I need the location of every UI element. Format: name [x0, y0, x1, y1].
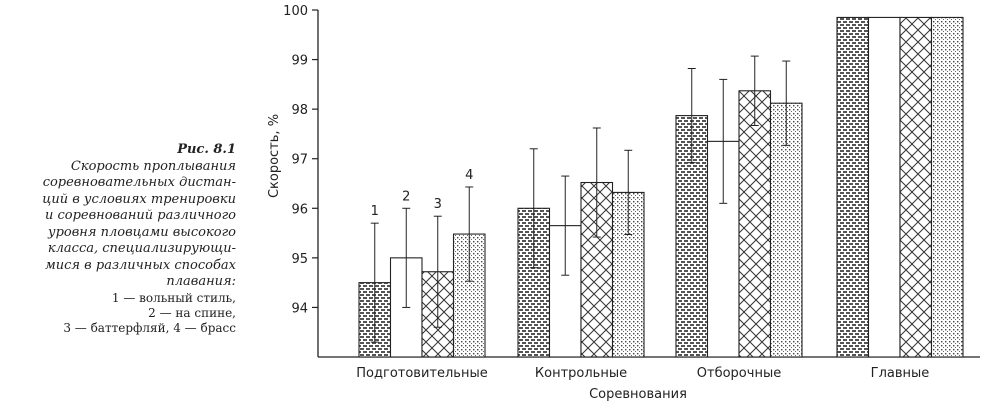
caption-line: класса, специализирующи- — [47, 241, 236, 256]
x-tick-label: Главные — [871, 366, 930, 381]
caption-line: мися в различных способах — [45, 257, 236, 273]
bar-number-label: 1 — [371, 204, 379, 219]
caption-text: Скорость проплывания соревновательных ди… — [0, 159, 236, 291]
caption-legend-line: 2 — на спине, — [148, 305, 236, 320]
bar — [930, 16, 964, 358]
x-tick-label: Отборочные — [697, 366, 781, 381]
y-tick-label: 94 — [291, 301, 308, 316]
caption-legend: 1 — вольный стиль, 2 — на спине, 3 — бат… — [0, 291, 236, 336]
bar-number-label: 2 — [402, 189, 410, 204]
bar-number-label: 4 — [465, 168, 473, 183]
caption-legend-line: 1 — вольный стиль, — [111, 290, 236, 305]
caption-line: Скорость проплывания — [70, 158, 236, 174]
y-axis-title: Скорость, % — [267, 114, 282, 198]
bar-number-label: 3 — [434, 197, 442, 212]
y-tick-label: 96 — [291, 202, 308, 217]
x-tick-label: Подготовительные — [356, 366, 487, 381]
caption-line: плавания: — [166, 274, 236, 289]
caption-line: и соревнований различного — [44, 208, 236, 223]
x-tick-label: Контрольные — [535, 366, 627, 381]
bar — [899, 16, 933, 358]
y-tick-label: 95 — [291, 252, 308, 267]
caption-line: уровня пловцами высокого — [48, 224, 236, 240]
caption-legend-line: 3 — баттерфляй, 4 — брасс — [63, 320, 236, 335]
bar — [738, 90, 772, 358]
bar — [867, 16, 901, 358]
figure-caption: Рис. 8.1 Скорость проплывания соревноват… — [0, 142, 236, 336]
x-axis-title: Соревнования — [589, 387, 687, 402]
y-tick-label: 100 — [283, 4, 308, 19]
plot-area: 94 95 96 97 98 99 100 1 2 3 4 Подготовительные Контр… — [283, 4, 980, 381]
y-tick-label: 99 — [291, 54, 308, 69]
caption-line: соревновательных дистан- — [42, 175, 236, 190]
y-tick-label: 97 — [291, 153, 308, 168]
y-tick-label: 98 — [291, 103, 308, 118]
figure-label: Рис. 8.1 — [177, 142, 236, 157]
caption-line: ций в условиях тренировки — [42, 191, 236, 207]
bar — [836, 16, 870, 358]
